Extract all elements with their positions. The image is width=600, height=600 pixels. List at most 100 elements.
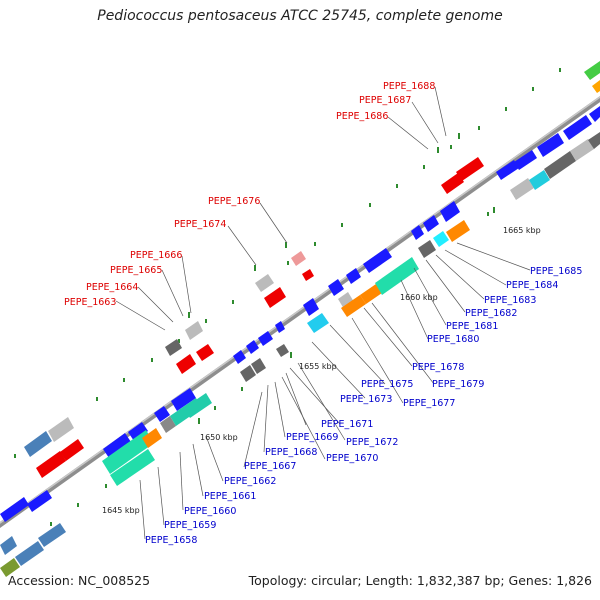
gene-label: PEPE_1683	[484, 295, 536, 306]
gene-arrow	[411, 225, 424, 240]
gene-arrow	[537, 133, 564, 157]
gene-block	[102, 430, 154, 474]
gene-block	[60, 439, 84, 461]
gene-block	[38, 523, 66, 547]
kbp-label: 1665 kbp	[503, 226, 541, 235]
gene-block	[251, 358, 266, 374]
gene-block	[184, 393, 212, 418]
leader-lines	[115, 86, 531, 540]
gene-label: PEPE_1677	[403, 398, 455, 409]
gene-arrow	[27, 490, 52, 512]
kbp-label: 1645 kbp	[102, 506, 140, 515]
red-gene-labels: PEPE_1663 PEPE_1664 PEPE_1665 PEPE_1666 …	[64, 81, 435, 308]
gene-label: PEPE_1681	[446, 321, 498, 332]
gene-block	[570, 139, 594, 161]
gene-label: PEPE_1688	[383, 81, 435, 92]
gene-block	[165, 339, 182, 356]
map-title: Pediococcus pentosaceus ATCC 25745, comp…	[97, 8, 503, 24]
gene-label: PEPE_1665	[110, 265, 162, 276]
gene-label: PEPE_1684	[506, 280, 558, 291]
gene-block	[24, 431, 52, 457]
gene-arrow	[423, 215, 439, 232]
gene-label: PEPE_1675	[361, 379, 413, 390]
gene-block	[456, 157, 484, 181]
gene-block	[0, 536, 17, 555]
gene-label: PEPE_1667	[244, 461, 296, 472]
gene-arrow	[563, 115, 592, 140]
gene-block	[291, 251, 306, 266]
gene-block	[529, 170, 550, 190]
gene-label: PEPE_1686	[336, 111, 388, 122]
gene-arrow	[258, 331, 273, 346]
gene-arrow	[589, 106, 600, 122]
gene-blocks	[0, 132, 600, 577]
gene-label: PEPE_1658	[145, 535, 197, 546]
gene-arrow	[592, 80, 600, 93]
gene-label: PEPE_1687	[359, 95, 411, 106]
kbp-labels: 1645 kbp 1650 kbp 1655 kbp 1660 kbp 1665…	[102, 226, 541, 515]
gene-block	[418, 240, 436, 258]
gene-label: PEPE_1673	[340, 394, 392, 405]
gene-arrow	[328, 279, 344, 296]
gene-block	[302, 269, 314, 281]
gene-label: PEPE_1662	[224, 476, 276, 487]
forward-genes	[0, 61, 600, 522]
gene-block	[264, 287, 286, 308]
gene-arrow	[0, 497, 29, 522]
gene-block	[185, 321, 203, 340]
gene-block	[110, 449, 155, 486]
gene-block	[375, 257, 419, 295]
gene-label: PEPE_1663	[64, 297, 116, 308]
gene-block	[307, 313, 329, 333]
gene-arrow	[171, 388, 196, 411]
gene-arrow	[514, 150, 537, 170]
gene-arrow	[363, 248, 392, 273]
gene-block	[360, 284, 382, 304]
genome-summary: Topology: circular; Length: 1,832,387 bp…	[248, 573, 592, 588]
gene-block	[176, 354, 196, 374]
gene-label: PEPE_1676	[208, 196, 260, 207]
kbp-label: 1650 kbp	[200, 433, 238, 442]
gene-arrow	[346, 268, 361, 284]
accession-label: Accession: NC_008525	[8, 573, 151, 588]
gene-label: PEPE_1672	[346, 437, 398, 448]
gene-label: PEPE_1678	[412, 362, 464, 373]
gene-block	[142, 428, 162, 448]
kbp-label: 1660 kbp	[400, 293, 438, 302]
gene-label: PEPE_1670	[326, 453, 378, 464]
gene-label: PEPE_1680	[427, 334, 479, 345]
gene-block	[255, 274, 274, 292]
gene-label: PEPE_1659	[164, 520, 216, 531]
gene-label: PEPE_1685	[530, 266, 582, 277]
gene-arrow	[275, 321, 285, 333]
gene-label: PEPE_1682	[465, 308, 517, 319]
gene-arrow	[440, 201, 460, 222]
gene-label: PEPE_1679	[432, 379, 484, 390]
gene-block	[341, 295, 366, 317]
gene-block	[15, 541, 44, 566]
gene-block	[441, 173, 464, 194]
gene-arrow	[584, 61, 600, 80]
gene-block	[544, 151, 576, 179]
gene-label: PEPE_1660	[184, 506, 236, 517]
gene-label: PEPE_1668	[265, 447, 317, 458]
gene-arrow	[303, 298, 319, 316]
gene-arrow	[246, 340, 259, 354]
gene-block	[36, 451, 66, 478]
gene-label: PEPE_1674	[174, 219, 226, 230]
gene-arrow	[103, 433, 131, 458]
gene-arrow	[154, 406, 170, 422]
gene-arrow	[496, 160, 519, 180]
blue-gene-labels: PEPE_1658 PEPE_1659 PEPE_1660 PEPE_1661 …	[145, 266, 582, 546]
gene-label: PEPE_1661	[204, 491, 256, 502]
gene-block	[160, 416, 176, 433]
gene-label: PEPE_1671	[321, 419, 373, 430]
gene-block	[433, 231, 449, 247]
gene-label: PEPE_1664	[86, 282, 138, 293]
kbp-label: 1655 kbp	[299, 362, 337, 371]
gene-block	[196, 344, 214, 361]
gene-block	[240, 365, 256, 382]
gene-block	[276, 344, 289, 357]
gene-block	[588, 132, 600, 149]
